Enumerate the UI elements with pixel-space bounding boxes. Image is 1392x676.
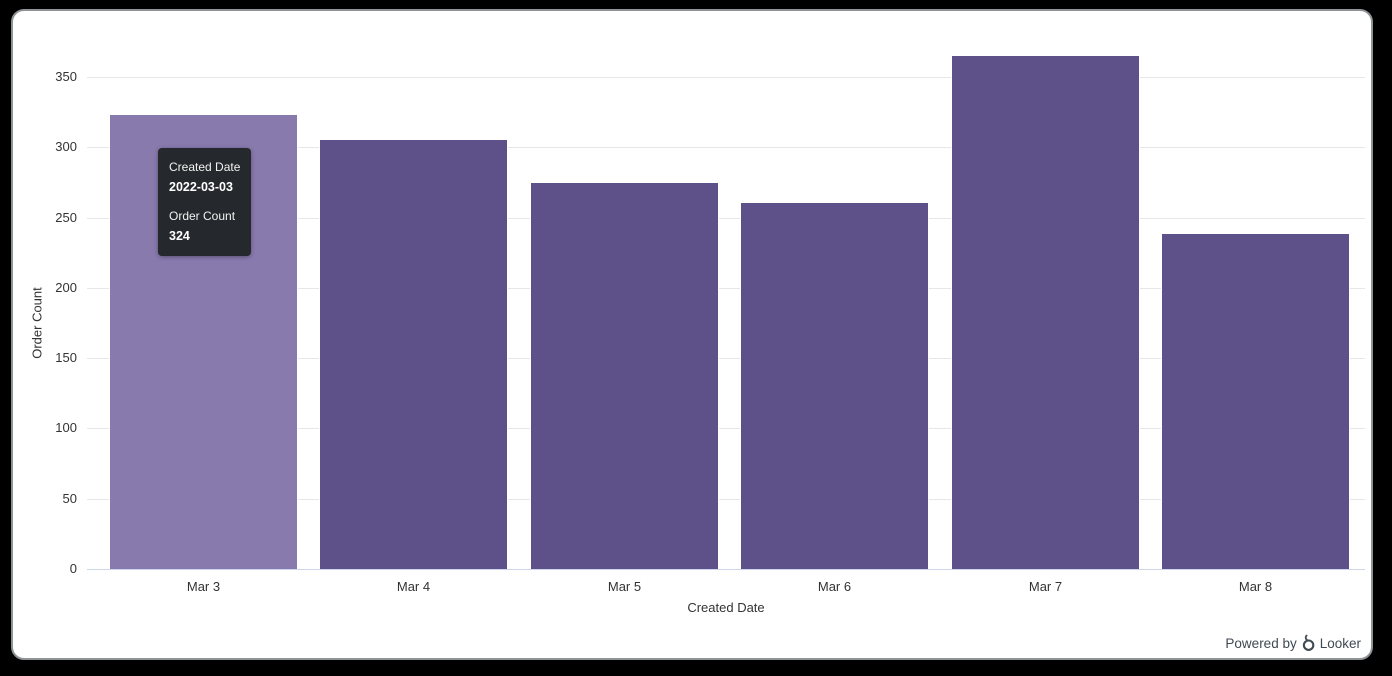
- y-tick-label: 350: [55, 69, 77, 84]
- x-tick-label: Mar 5: [607, 579, 642, 594]
- x-tick-label: Mar 4: [396, 579, 431, 594]
- y-tick-label: 200: [55, 280, 77, 295]
- x-tick-label: Mar 7: [1028, 579, 1063, 594]
- x-tick-label: Mar 3: [186, 579, 221, 594]
- chart-card: 0 50 100 150 200 250 300 350 Mar 3 Mar 4 Mar 5 Mar …: [11, 9, 1373, 660]
- x-tick-label: Mar 6: [817, 579, 852, 594]
- tooltip-measure-label: Order Count: [169, 209, 236, 223]
- powered-by-looker-link[interactable]: Powered by Looker: [1225, 634, 1361, 652]
- gridline: [87, 499, 1365, 500]
- bar-mar-5[interactable]: [530, 182, 719, 569]
- gridline: [87, 218, 1365, 219]
- tooltip-measure-value: 324: [169, 229, 190, 243]
- tooltip-dimension-value: 2022-03-03: [169, 180, 233, 194]
- y-tick-label: 50: [62, 491, 77, 506]
- powered-by-text: Powered by: [1225, 635, 1297, 651]
- y-tick-label: 0: [69, 561, 77, 576]
- looker-logo-icon: [1302, 634, 1315, 651]
- gridline: [87, 358, 1365, 359]
- y-tick-label: 300: [55, 139, 77, 154]
- y-tick-label: 150: [55, 350, 77, 365]
- bar-mar-8[interactable]: [1161, 233, 1350, 569]
- gridline: [87, 428, 1365, 429]
- bar-mar-7[interactable]: [951, 55, 1140, 569]
- y-tick-label: 100: [55, 420, 77, 435]
- bar-mar-4[interactable]: [319, 139, 508, 569]
- looker-brand-text: Looker: [1319, 635, 1361, 651]
- tooltip-dimension-label: Created Date: [169, 160, 241, 174]
- gridline: [87, 77, 1365, 78]
- y-axis-title: Order Count: [29, 287, 45, 359]
- x-tick-label: Mar 8: [1238, 579, 1273, 594]
- chart-tooltip: Created Date 2022-03-03 Order Count 324: [158, 148, 252, 256]
- x-axis-line: [87, 569, 1365, 570]
- bar-mar-6[interactable]: [740, 202, 929, 569]
- gridline: [87, 147, 1365, 148]
- x-axis-title: Created Date: [687, 600, 765, 615]
- gridline: [87, 288, 1365, 289]
- y-tick-label: 250: [55, 210, 77, 225]
